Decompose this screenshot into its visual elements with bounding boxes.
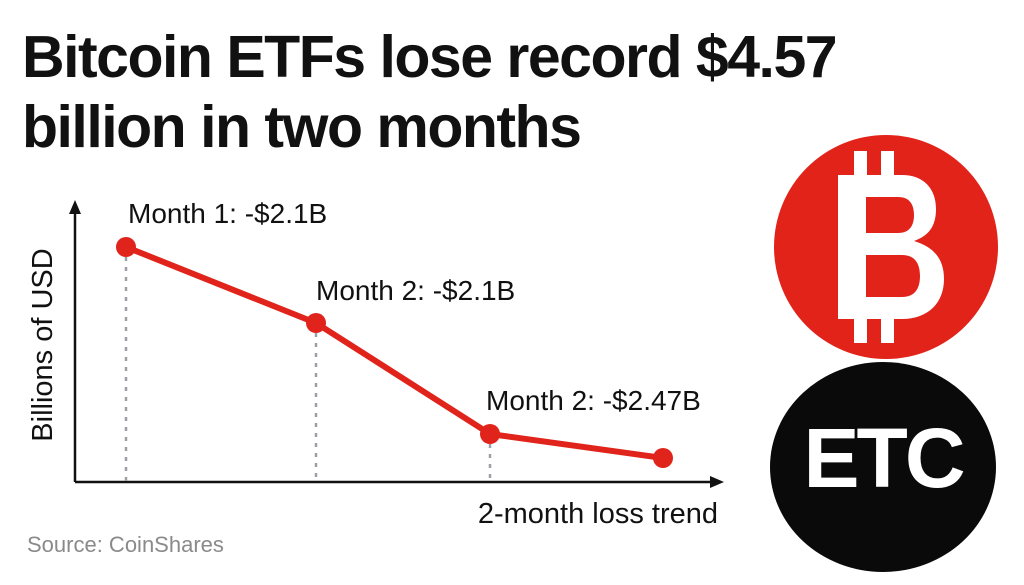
loss-trend-chart: Billions of USD 2-month loss trend Month… bbox=[27, 198, 724, 530]
data-labels: Month 1: -$2.1B Month 2: -$2.1B Month 2: -… bbox=[128, 198, 701, 416]
x-axis-arrow bbox=[710, 476, 724, 488]
series-points bbox=[116, 237, 673, 468]
data-point-2 bbox=[306, 313, 326, 333]
chart-axes: Billions of USD 2-month loss trend bbox=[27, 200, 724, 530]
data-point-3 bbox=[480, 424, 500, 444]
page-title: Bitcoin ETFs lose record $4.57 billion i… bbox=[22, 24, 838, 160]
data-point-1 bbox=[116, 237, 136, 257]
y-axis-arrow bbox=[69, 200, 81, 214]
bitcoin-logo-icon bbox=[774, 135, 998, 359]
data-point-4 bbox=[653, 448, 673, 468]
data-label-2: Month 2: -$2.1B bbox=[316, 275, 515, 306]
y-axis-label: Billions of USD bbox=[27, 248, 59, 441]
drop-guides bbox=[124, 257, 492, 482]
etc-logo-icon: ETC bbox=[770, 362, 996, 572]
etc-logo-text: ETC bbox=[803, 411, 966, 505]
source-note: Source: CoinShares bbox=[27, 532, 224, 557]
x-axis-label: 2-month loss trend bbox=[478, 498, 718, 530]
series-line-loss bbox=[123, 244, 666, 461]
data-label-1: Month 1: -$2.1B bbox=[128, 198, 327, 229]
data-label-3: Month 2: -$2.47B bbox=[486, 385, 701, 416]
